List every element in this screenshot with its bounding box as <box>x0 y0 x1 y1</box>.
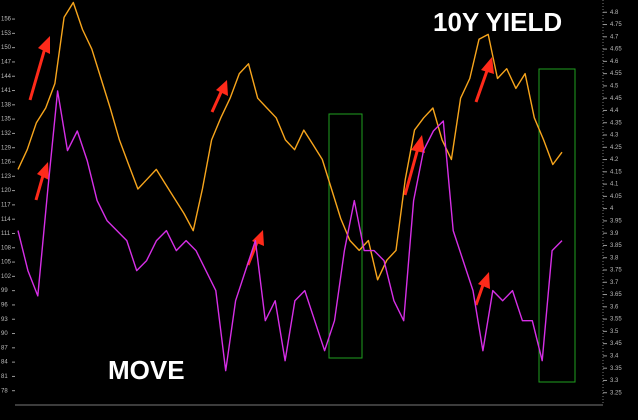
highlight-box <box>538 68 576 383</box>
y2-tick-label: 4.6 <box>610 59 619 65</box>
arrow <box>403 147 420 196</box>
y-tick-label: 117 <box>1 202 11 208</box>
y-tick-label: 147 <box>1 60 12 66</box>
y2-tick-label: 3.35 <box>610 366 622 372</box>
series-line <box>17 1 563 281</box>
y2-tick-label: 3.45 <box>610 341 622 347</box>
arrowhead <box>38 36 50 54</box>
y2-tick-label: 4.65 <box>610 47 622 53</box>
y-tick-label: 156 <box>1 17 12 23</box>
y2-tick-label: 4.1 <box>610 182 619 188</box>
y2-tick-label: 3.6 <box>610 304 619 310</box>
y-tick-label: 102 <box>1 274 12 280</box>
y2-tick-label: 4.5 <box>610 83 619 89</box>
y2-tick-label: 3.8 <box>610 255 619 261</box>
y-tick-label: 150 <box>1 45 12 51</box>
y2-tick-label: 3.85 <box>610 243 622 249</box>
arrowhead <box>478 272 490 289</box>
arrowhead <box>37 162 49 180</box>
y2-tick-label: 3.55 <box>610 317 622 323</box>
y-tick-label: 96 <box>1 303 8 309</box>
series-label: 10Y YIELD <box>433 7 562 37</box>
y2-tick-label: 3.75 <box>610 268 622 274</box>
y-tick-label: 84 <box>1 360 8 366</box>
y2-tick-label: 3.3 <box>610 378 619 384</box>
y2-tick-label: 3.5 <box>610 329 619 335</box>
y-tick-label: 135 <box>1 117 12 123</box>
y2-tick-label: 4.05 <box>610 194 622 200</box>
y-tick-label: 144 <box>1 74 12 80</box>
y2-tick-label: 4.55 <box>610 71 622 77</box>
y-tick-label: 93 <box>1 317 8 323</box>
y-tick-label: 138 <box>1 102 12 108</box>
y-tick-label: 90 <box>1 331 8 337</box>
y-tick-label: 123 <box>1 174 12 180</box>
y2-tick-label: 4.45 <box>610 96 622 102</box>
y-tick-label: 81 <box>1 374 8 380</box>
y-tick-label: 78 <box>1 388 8 394</box>
y-tick-label: 132 <box>1 131 12 137</box>
y2-tick-label: 3.25 <box>610 390 622 396</box>
arrowhead <box>481 57 494 74</box>
y-tick-label: 126 <box>1 160 12 166</box>
arrow <box>210 89 224 113</box>
arrow <box>28 47 47 101</box>
arrow <box>474 67 490 103</box>
y2-tick-label: 3.4 <box>610 353 619 359</box>
y2-tick-label: 3.9 <box>610 231 619 237</box>
y2-tick-label: 4 <box>610 206 614 212</box>
y-tick-label: 108 <box>1 245 12 251</box>
arrows <box>28 36 494 306</box>
y-tick-label: 105 <box>1 260 12 266</box>
y2-tick-label: 3.65 <box>610 292 622 298</box>
y2-tick-label: 4.7 <box>610 34 619 40</box>
series-label: MOVE <box>108 355 185 385</box>
y2-tick-label: 4.35 <box>610 120 622 126</box>
y-tick-label: 99 <box>1 288 8 294</box>
arrowhead <box>411 135 425 153</box>
y2-tick-label: 4.2 <box>610 157 619 163</box>
y2-tick-label: 3.7 <box>610 280 619 286</box>
y-tick-label: 111 <box>1 231 11 237</box>
y2-tick-label: 4.25 <box>610 145 622 151</box>
y-tick-label: 120 <box>1 188 12 194</box>
y2-tick-label: 3.95 <box>610 218 622 224</box>
y2-tick-label: 4.15 <box>610 169 622 175</box>
y-tick-label: 114 <box>1 217 11 223</box>
series-line <box>17 90 563 372</box>
y2-tick-label: 4.4 <box>610 108 619 114</box>
y-tick-label: 153 <box>1 31 12 37</box>
y2-tick-label: 4.8 <box>610 10 619 16</box>
y-tick-label: 141 <box>1 88 12 94</box>
y2-tick-label: 4.75 <box>610 22 622 28</box>
y-tick-label: 87 <box>1 345 8 351</box>
arrowhead <box>216 80 228 96</box>
y-tick-label: 129 <box>1 145 12 151</box>
y2-tick-label: 4.3 <box>610 133 619 139</box>
